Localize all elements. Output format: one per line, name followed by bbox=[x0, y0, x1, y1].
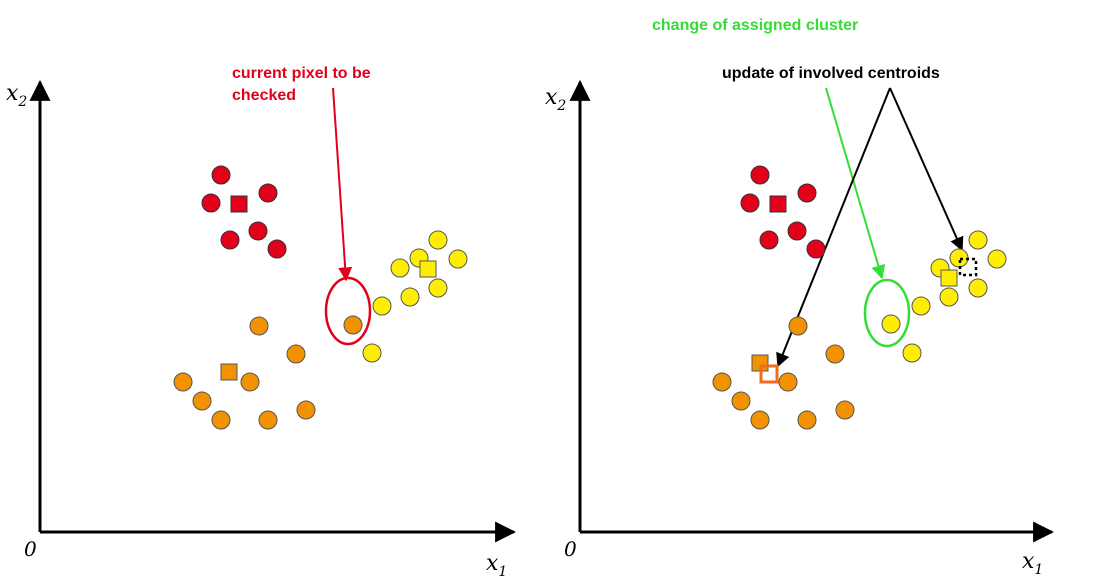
centroid bbox=[230, 195, 248, 213]
right-x-axis-label: x1 bbox=[1022, 549, 1043, 578]
previous-yellow-centroid bbox=[958, 257, 978, 277]
centroid bbox=[220, 363, 238, 381]
reassigned-data-point bbox=[881, 314, 901, 334]
data-point bbox=[825, 344, 845, 364]
right-green-annotation: change of assigned cluster bbox=[652, 17, 858, 34]
right-origin-label: 0 bbox=[564, 537, 577, 561]
data-point bbox=[343, 315, 363, 335]
left-highlight-ellipse bbox=[324, 276, 372, 346]
updated-orange-centroid bbox=[759, 364, 779, 384]
data-point bbox=[249, 316, 269, 336]
data-point bbox=[788, 316, 808, 336]
data-point bbox=[968, 230, 988, 250]
data-point bbox=[428, 230, 448, 250]
data-point bbox=[911, 296, 931, 316]
data-point bbox=[778, 372, 798, 392]
data-point bbox=[448, 249, 468, 269]
left-red-cluster bbox=[201, 165, 287, 259]
data-point bbox=[750, 165, 770, 185]
data-point bbox=[902, 343, 922, 363]
data-point bbox=[806, 239, 826, 259]
left-orange-cluster bbox=[173, 315, 363, 430]
data-point bbox=[267, 239, 287, 259]
data-point bbox=[759, 230, 779, 250]
data-point bbox=[797, 183, 817, 203]
data-point bbox=[400, 287, 420, 307]
data-point bbox=[787, 221, 807, 241]
data-point bbox=[987, 249, 1007, 269]
data-point bbox=[192, 391, 212, 411]
data-point bbox=[362, 343, 382, 363]
data-point bbox=[740, 193, 760, 213]
right-highlight-ellipse bbox=[863, 278, 911, 348]
data-point bbox=[712, 372, 732, 392]
black-arrow-to-yellow-centroid bbox=[889, 87, 964, 252]
data-point bbox=[939, 287, 959, 307]
centroid bbox=[419, 260, 437, 278]
data-point bbox=[949, 248, 969, 268]
data-point bbox=[797, 410, 817, 430]
left-x-axis-label: x1 bbox=[486, 551, 507, 578]
right-black-annotation: update of involved centroids bbox=[722, 65, 940, 82]
data-point bbox=[220, 230, 240, 250]
centroid bbox=[769, 195, 787, 213]
data-point bbox=[211, 165, 231, 185]
left-yellow-cluster bbox=[362, 230, 468, 363]
data-point bbox=[835, 400, 855, 420]
right-y-axis-label: x2 bbox=[545, 85, 566, 114]
data-point bbox=[258, 183, 278, 203]
left-plot: 0 x2 x1 current pixel to be checked bbox=[6, 65, 517, 578]
right-red-cluster bbox=[740, 165, 826, 259]
data-point bbox=[968, 278, 988, 298]
right-plot: 0 x2 x1 change of assigned cluster updat… bbox=[545, 17, 1055, 578]
data-point bbox=[750, 410, 770, 430]
updated-centroid bbox=[940, 269, 958, 287]
data-point bbox=[258, 410, 278, 430]
left-annotation-arrow bbox=[332, 87, 353, 282]
data-point bbox=[211, 410, 231, 430]
left-y-axis-label: x2 bbox=[6, 81, 27, 110]
data-point bbox=[296, 400, 316, 420]
data-point bbox=[286, 344, 306, 364]
data-point bbox=[390, 258, 410, 278]
green-annotation-arrow bbox=[825, 87, 886, 280]
right-yellow-cluster bbox=[881, 230, 1007, 363]
data-point bbox=[240, 372, 260, 392]
data-point bbox=[248, 221, 268, 241]
left-origin-label: 0 bbox=[24, 537, 37, 561]
left-annotation: current pixel to be checked bbox=[232, 65, 375, 104]
data-point bbox=[428, 278, 448, 298]
data-point bbox=[201, 193, 221, 213]
data-point bbox=[731, 391, 751, 411]
data-point bbox=[372, 296, 392, 316]
right-orange-cluster bbox=[712, 316, 855, 430]
data-point bbox=[173, 372, 193, 392]
